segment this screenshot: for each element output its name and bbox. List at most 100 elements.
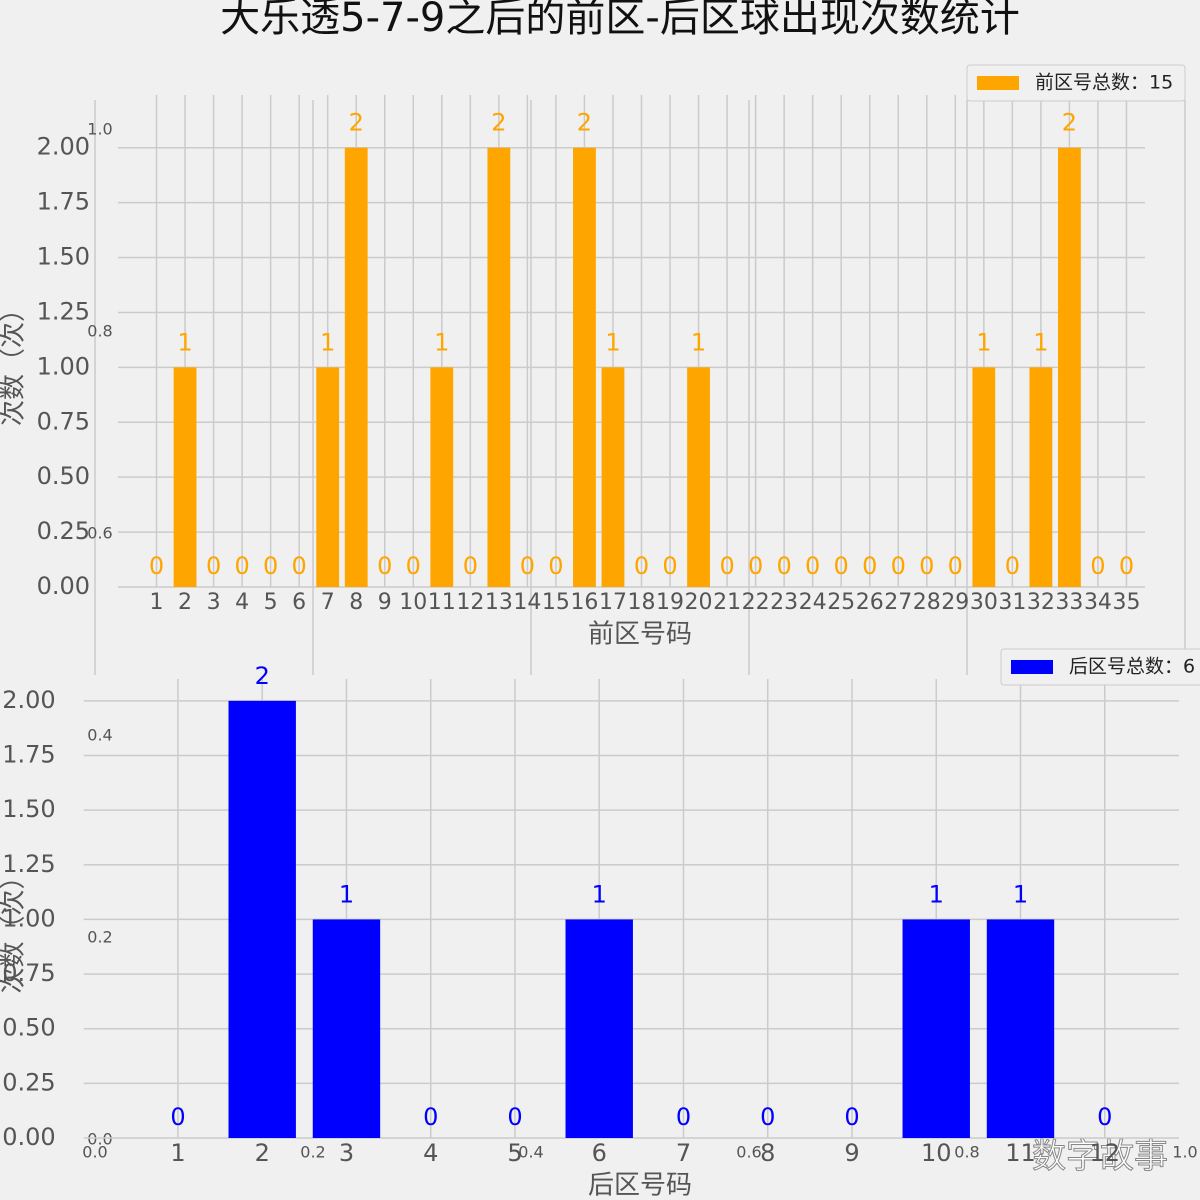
y-tick-label: 0.25 <box>37 517 90 545</box>
bg-y-tick-label: 0.6 <box>87 524 112 543</box>
value-label: 1 <box>320 328 335 356</box>
value-label: 1 <box>339 880 354 908</box>
value-label: 0 <box>834 552 849 580</box>
bg-x-tick-label: 0.8 <box>954 1143 979 1162</box>
bar <box>687 367 710 587</box>
x-tick-label: 34 <box>1084 590 1112 615</box>
x-tick-label: 3 <box>339 1139 354 1167</box>
bar <box>316 367 340 587</box>
value-label: 0 <box>760 1103 775 1131</box>
bar <box>173 367 197 587</box>
bg-y-tick-label: 0.2 <box>87 928 112 947</box>
value-label: 0 <box>149 552 164 580</box>
x-tick-label: 21 <box>713 590 741 615</box>
y-tick-label: 2.00 <box>37 133 90 161</box>
y-tick-label: 0.00 <box>2 1123 55 1151</box>
value-label: 0 <box>1005 552 1020 580</box>
value-label: 1 <box>929 880 944 908</box>
x-tick-label: 20 <box>685 590 713 615</box>
x-tick-label: 13 <box>485 590 513 615</box>
y-tick-label: 1.50 <box>37 243 90 271</box>
x-tick-label: 17 <box>599 590 627 615</box>
bar <box>344 147 368 587</box>
bg-y-tick-label: 0.0 <box>87 1130 112 1149</box>
y-axis-label: 次数（次） <box>0 863 29 993</box>
legend-label: 后区号总数：6 <box>1069 656 1195 678</box>
value-label: 2 <box>577 109 592 137</box>
value-label: 0 <box>634 552 649 580</box>
value-label: 0 <box>548 552 563 580</box>
x-tick-label: 12 <box>1089 1139 1120 1167</box>
value-label: 0 <box>719 552 734 580</box>
bg-x-tick-label: 0.4 <box>518 1143 543 1162</box>
value-label: 0 <box>406 552 421 580</box>
value-label: 1 <box>976 328 991 356</box>
bg-y-tick-label: 0.4 <box>87 726 112 745</box>
x-tick-label: 28 <box>913 590 941 615</box>
x-tick-label: 2 <box>178 590 192 615</box>
x-tick-label: 27 <box>884 590 912 615</box>
bar <box>430 367 454 587</box>
x-tick-label: 8 <box>760 1139 775 1167</box>
x-tick-label: 5 <box>507 1139 522 1167</box>
bar <box>228 700 296 1138</box>
y-axis-label: 次数（次） <box>0 296 29 426</box>
y-tick-label: 0.25 <box>2 1068 55 1096</box>
x-tick-label: 3 <box>207 590 221 615</box>
value-label: 1 <box>434 328 449 356</box>
value-label: 0 <box>862 552 877 580</box>
value-label: 1 <box>605 328 620 356</box>
bg-y-tick-label: 1.0 <box>87 120 112 139</box>
legend-box <box>1000 648 1200 686</box>
y-tick-label: 1.75 <box>37 188 90 216</box>
bg-x-tick-label: 0.2 <box>300 1143 325 1162</box>
x-tick-label: 22 <box>742 590 770 615</box>
x-tick-label: 9 <box>378 590 392 615</box>
value-label: 0 <box>776 552 791 580</box>
value-label: 0 <box>463 552 478 580</box>
x-tick-label: 1 <box>170 1139 185 1167</box>
legend-swatch <box>977 76 1019 90</box>
x-tick-label: 26 <box>856 590 884 615</box>
y-tick-label: 0.50 <box>2 1014 55 1042</box>
x-tick-label: 16 <box>570 590 598 615</box>
x-tick-label: 2 <box>255 1139 270 1167</box>
y-tick-label: 1.00 <box>37 352 90 380</box>
x-tick-label: 25 <box>827 590 855 615</box>
value-label: 0 <box>844 1103 859 1131</box>
value-label: 1 <box>177 328 192 356</box>
value-label: 1 <box>691 328 706 356</box>
value-label: 0 <box>292 552 307 580</box>
x-tick-label: 4 <box>235 590 249 615</box>
y-tick-label: 2.00 <box>2 686 55 714</box>
watermark: 数字故事 <box>1032 1137 1168 1177</box>
x-tick-label: 6 <box>292 590 306 615</box>
value-label: 0 <box>891 552 906 580</box>
value-label: 0 <box>423 1103 438 1131</box>
x-tick-label: 6 <box>592 1139 607 1167</box>
x-tick-label: 35 <box>1112 590 1140 615</box>
bar <box>972 367 996 587</box>
x-tick-label: 9 <box>844 1139 859 1167</box>
value-label: 2 <box>491 109 506 137</box>
bar <box>565 919 633 1138</box>
bar <box>487 147 511 587</box>
x-tick-label: 11 <box>428 590 456 615</box>
x-tick-label: 18 <box>628 590 656 615</box>
x-tick-label: 4 <box>423 1139 438 1167</box>
value-label: 0 <box>377 552 392 580</box>
value-label: 0 <box>919 552 934 580</box>
x-tick-label: 11 <box>1005 1139 1036 1167</box>
value-label: 0 <box>234 552 249 580</box>
x-tick-label: 30 <box>970 590 998 615</box>
x-tick-label: 23 <box>770 590 798 615</box>
value-label: 1 <box>1033 328 1048 356</box>
value-label: 0 <box>948 552 963 580</box>
x-tick-label: 10 <box>921 1139 952 1167</box>
x-tick-label: 31 <box>998 590 1026 615</box>
x-tick-label: 5 <box>264 590 278 615</box>
x-tick-label: 7 <box>321 590 335 615</box>
value-label: 2 <box>255 662 270 690</box>
value-label: 0 <box>676 1103 691 1131</box>
